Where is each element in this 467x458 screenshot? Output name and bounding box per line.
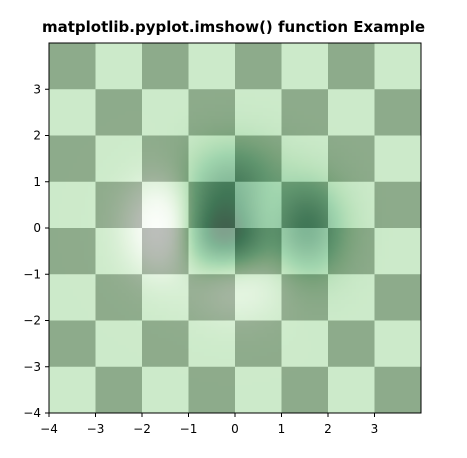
y-tick-label: −1 <box>23 267 41 281</box>
x-tick-label: −3 <box>87 422 105 436</box>
y-tick-label: −2 <box>23 314 41 328</box>
x-tick-label: 1 <box>278 422 286 436</box>
y-axis: −4 −3 −2 −1 0 1 2 3 <box>23 82 49 420</box>
x-axis: −4 −3 −2 −1 0 1 2 3 <box>40 413 378 436</box>
chart-title: matplotlib.pyplot.imshow() function Exam… <box>41 18 426 36</box>
x-tick-label: 3 <box>371 422 379 436</box>
function-layer <box>49 43 421 413</box>
y-tick-label: −4 <box>23 406 41 420</box>
x-tick-label: −1 <box>180 422 198 436</box>
y-tick-label: 0 <box>33 221 41 235</box>
plot-area <box>49 43 421 413</box>
x-tick-label: −4 <box>40 422 58 436</box>
x-tick-label: −2 <box>133 422 151 436</box>
x-tick-label: 0 <box>231 422 239 436</box>
x-tick-label: 2 <box>324 422 332 436</box>
y-tick-label: 2 <box>33 129 41 143</box>
y-tick-label: 3 <box>33 82 41 96</box>
y-tick-label: 1 <box>33 175 41 189</box>
y-tick-label: −3 <box>23 360 41 374</box>
